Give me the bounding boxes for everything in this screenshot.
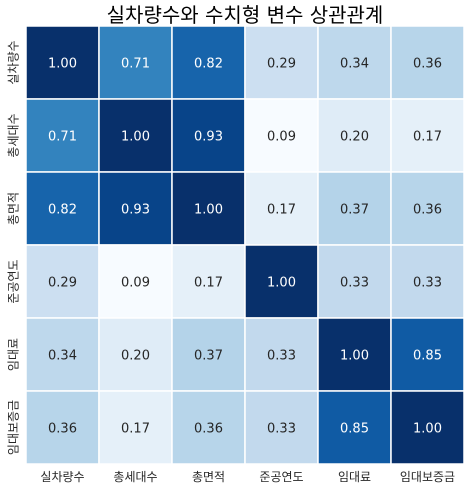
x-tick-label: 임대료 [338,470,371,484]
heatmap-cell [390,98,465,173]
cell-value-label: 0.85 [340,422,369,437]
heatmap-cell [390,25,465,100]
cell-value-label: 1.00 [413,422,442,437]
cell-value-label: 1.00 [340,349,369,364]
y-tick-label: 총세대수 [7,113,21,157]
cell-value-label: 0.93 [121,203,150,218]
cell-value-label: 0.17 [121,422,150,437]
chart-title: 실차량수와 수치형 변수 상관관계 [107,3,384,27]
cell-value-label: 0.82 [194,57,223,72]
cell-value-label: 1.00 [48,57,77,72]
cell-value-label: 0.36 [194,422,223,437]
cell-value-label: 0.93 [194,130,223,145]
heatmap-cell [25,390,100,465]
cell-value-label: 0.37 [194,349,223,364]
cell-value-label: 0.34 [48,349,77,364]
heatmap-cell [25,244,100,319]
cell-value-label: 0.33 [413,276,442,291]
y-tick-label: 임대료 [7,338,21,371]
y-tick-label: 임대보증금 [7,400,21,455]
cell-value-label: 1.00 [267,276,296,291]
cell-value-label: 0.33 [267,422,296,437]
y-tick-label: 준공연도 [7,259,21,303]
cell-value-label: 0.17 [413,130,442,145]
cell-value-label: 0.82 [48,203,77,218]
x-tick-label: 총면적 [192,470,225,484]
x-tick-label: 준공연도 [259,470,303,484]
cell-value-label: 0.36 [413,203,442,218]
heatmap-cell [390,390,465,465]
cell-value-label: 1.00 [121,130,150,145]
x-tick-label: 임대보증금 [400,470,455,484]
cell-value-label: 0.09 [121,276,150,291]
heatmap-cell [244,317,319,392]
cell-value-label: 0.36 [48,422,77,437]
heatmap-cell [317,317,392,392]
cell-value-label: 0.37 [340,203,369,218]
heatmap-cell [244,98,319,173]
heatmap-cell [98,171,173,246]
x-tick-labels: 실차량수 총세대수 총면적 준공연도 임대료 임대보증금 [40,470,455,484]
heatmap-cells: 1.00 0.71 0.82 0.29 0.34 0.36 0.71 1.00 0.93 0.09… [25,25,465,465]
cell-value-label: 0.34 [340,57,369,72]
heatmap-cell [390,317,465,392]
cell-value-label: 0.71 [48,130,77,145]
heatmap-cell [317,244,392,319]
heatmap-cell [390,171,465,246]
cell-value-label: 0.17 [194,276,223,291]
heatmap-cell [390,244,465,319]
y-tick-label: 총면적 [7,192,21,225]
cell-value-label: 0.09 [267,130,296,145]
cell-value-label: 0.33 [340,276,369,291]
heatmap-cell [25,25,100,100]
cell-value-label: 0.36 [413,57,442,72]
heatmap-cell [171,244,246,319]
heatmap-cell [171,25,246,100]
cell-value-label: 0.20 [121,349,150,364]
cell-value-label: 0.71 [121,57,150,72]
cell-value-label: 0.85 [413,349,442,364]
heatmap-cell [317,171,392,246]
cell-value-label: 0.20 [340,130,369,145]
heatmap-cell [244,171,319,246]
heatmap-cell [98,25,173,100]
x-tick-label: 총세대수 [113,470,157,484]
cell-value-label: 0.17 [267,203,296,218]
cell-value-label: 0.33 [267,349,296,364]
y-tick-label: 실차량수 [7,40,21,84]
cell-value-label: 0.29 [267,57,296,72]
heatmap-cell [244,390,319,465]
heatmap-cell [98,98,173,173]
heatmap-cell [317,390,392,465]
heatmap-cell [98,244,173,319]
cell-value-label: 1.00 [194,203,223,218]
x-tick-label: 실차량수 [40,470,84,484]
cell-value-label: 0.29 [48,276,77,291]
heatmap-cell [171,317,246,392]
heatmap-cell [244,244,319,319]
